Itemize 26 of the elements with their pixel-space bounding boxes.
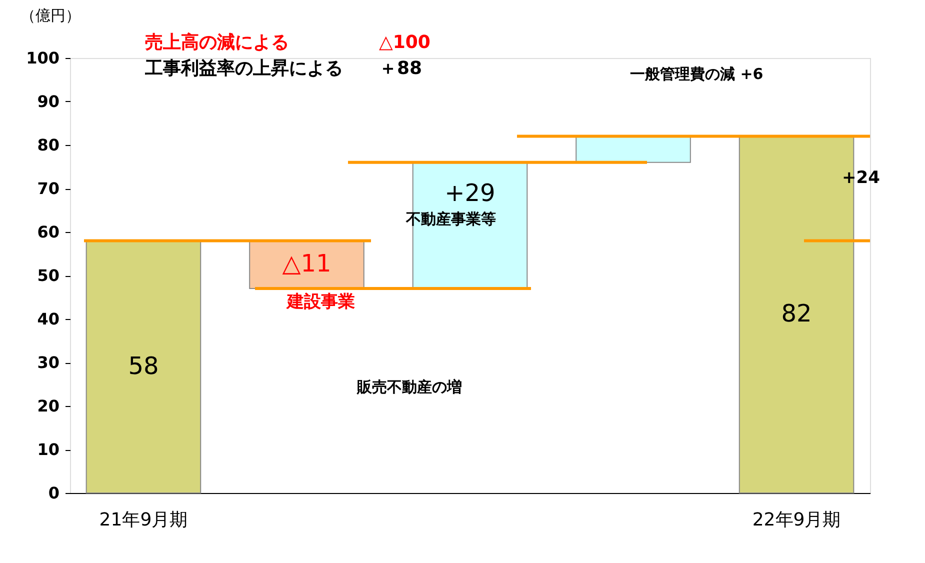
annotation: +24 <box>842 168 880 188</box>
annotation: 不動産事業等 <box>405 210 496 228</box>
annotation: 一般管理費の減 +6 <box>630 65 764 83</box>
y-tick-label: 30 <box>37 353 60 372</box>
x-tick-label: 21年9月期 <box>99 510 188 530</box>
y-tick-label: 80 <box>37 136 60 154</box>
annotation: 建設事業 <box>285 292 355 312</box>
data-label: 82 <box>781 300 812 328</box>
y-tick-label: 70 <box>37 179 60 198</box>
x-tick-label: 22年9月期 <box>752 510 841 530</box>
y-tick-label: 20 <box>37 396 60 416</box>
data-label: △11 <box>282 250 332 278</box>
y-tick-label: 50 <box>37 266 60 285</box>
bar <box>86 240 202 494</box>
y-tick-label: 90 <box>37 92 60 111</box>
data-label: +29 <box>444 178 496 207</box>
y-tick-label: 60 <box>37 222 60 242</box>
y-tick-label: 40 <box>37 310 60 328</box>
annotation: 工事利益率の上昇による ＋88 <box>144 58 422 79</box>
y-tick-label: 0 <box>48 484 60 502</box>
y-tick-label: 100 <box>26 48 60 68</box>
text: 売上高の減による △100 <box>145 32 430 53</box>
y-tick-label: 10 <box>37 440 60 459</box>
data-label: 58 <box>128 352 159 380</box>
y-axis-title: （億円） <box>20 6 80 24</box>
annotation: 販売不動産の増 <box>356 378 462 396</box>
